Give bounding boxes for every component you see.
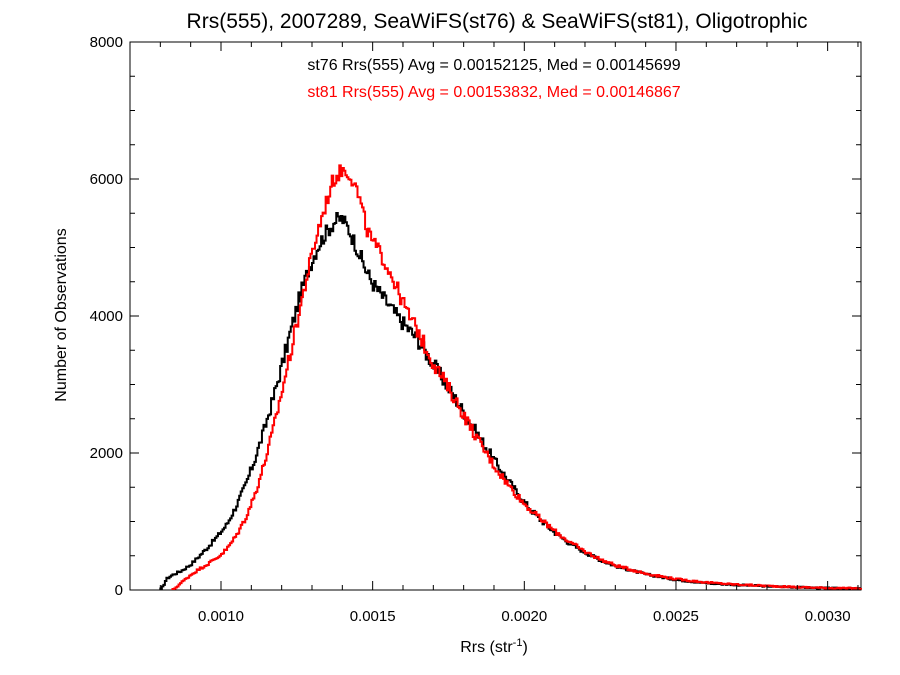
x-axis-label-close: ): [522, 639, 527, 656]
x-tick-label: 0.0020: [501, 608, 547, 625]
y-tick-label: 2000: [90, 445, 123, 462]
series-group: [159, 164, 862, 590]
y-tick-label: 4000: [90, 308, 123, 325]
y-tick-label: 0: [115, 582, 123, 599]
x-axis-label-main: Rrs (str: [460, 639, 513, 656]
plot-area: [129, 41, 862, 591]
x-axis-label: Rrs (str-1): [460, 637, 528, 656]
y-tick-label: 8000: [90, 34, 123, 51]
plot-frame: [129, 41, 862, 591]
axis-ticks: 0 2000 4000 6000 8000 0.0010 0.0015 0.0020 0.002…: [90, 34, 861, 625]
series-line-st81: [171, 164, 862, 590]
x-tick-label: 0.0030: [805, 608, 851, 625]
chart-title: Rrs(555), 2007289, SeaWiFS(st76) & SeaWi…: [187, 10, 808, 33]
y-axis-label: Number of Observations: [53, 228, 70, 401]
annotation-1: st76 Rrs(555) Avg = 0.00152125, Med = 0.…: [307, 57, 680, 74]
annotation-2: st81 Rrs(555) Avg = 0.00153832, Med = 0.…: [307, 84, 680, 101]
annotations: st76 Rrs(555) Avg = 0.00152125, Med = 0.…: [307, 57, 680, 101]
x-tick-label: 0.0010: [198, 608, 244, 625]
x-axis-label-sup: -1: [513, 637, 523, 649]
series-line-st76: [159, 212, 862, 590]
y-tick-label: 6000: [90, 171, 123, 188]
x-tick-label: 0.0015: [350, 608, 396, 625]
x-tick-label: 0.0025: [653, 608, 699, 625]
